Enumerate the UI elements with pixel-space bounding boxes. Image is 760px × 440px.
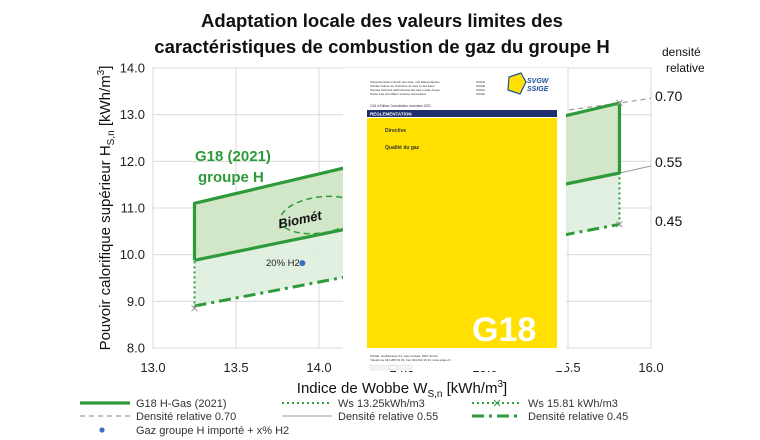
density-title-line2: relative (666, 61, 705, 75)
svgw-logo: SVGW SSIGE (507, 72, 550, 95)
density-label-055: 0.55 (655, 154, 682, 170)
legend: G18 H-Gas (2021) Ws 13.25kWh/m3 Ws 15.81 k… (80, 398, 628, 437)
data-points (191, 99, 623, 312)
legend-label: G18 H-Gas (2021) (136, 398, 226, 410)
density-title-line1: densité (662, 45, 701, 59)
doc-header-line: Société Suisse de l'Industrie du Gaz et … (370, 84, 435, 88)
doc-edition: G18 d Edition Consultation novembre 2021 (370, 104, 431, 108)
doc-header-line: Swiss Gas and Water Industry Association (370, 92, 427, 96)
series-line-4 (619, 165, 651, 174)
y-tick-label: 13.0 (120, 107, 145, 122)
density-label-045: 0.45 (655, 213, 682, 229)
legend-symbol (99, 427, 105, 433)
g18-annotation-line1: G18 (2021) (195, 148, 271, 165)
h2-import-point (299, 260, 306, 267)
legend-label: Gaz groupe H importé + x% H2 (136, 425, 289, 437)
density-label-070: 0.70 (655, 88, 682, 104)
doc-footer: SSIGE, Grütlistrasse 44, case postale, 8… (370, 354, 438, 358)
legend-label: Ws 13.25kWh/m3 (338, 398, 425, 410)
chart-title-line1: Adaptation locale des valeurs limites de… (201, 10, 563, 31)
legend-label: Ws 15.81 kWh/m3 (528, 398, 618, 410)
doc-header-line: Società Svizzera dell'Industria del Gas … (370, 88, 440, 92)
svgw-logo-text: SSIGE (527, 86, 549, 93)
pdf-page-field[interactable] (388, 365, 398, 370)
g18-document-cover: Schweizerischer Verein des Gas- und Wass… (343, 68, 566, 371)
doc-header-line: Schweizerischer Verein des Gas- und Wass… (370, 80, 440, 84)
legend-label: Densité relative 0.70 (136, 411, 236, 423)
x-tick-label: 13.5 (223, 360, 248, 375)
y-tick-label: 11.0 (121, 201, 145, 216)
doc-header-code: SVGW (476, 80, 485, 84)
doc-header-code: SSIGE (476, 84, 485, 88)
y-tick-labels: 8.0 9.0 10.0 11.0 12.0 13.0 14.0 (120, 61, 145, 356)
x-axis-title: Indice de Wobbe WS,n [kWh/m3] (297, 379, 507, 400)
svgw-logo-mark (507, 72, 527, 95)
y-axis-title: Pouvoir calorifique supérieur HS,n [kWh/… (96, 66, 117, 351)
legend-label: Densité relative 0.55 (338, 411, 438, 423)
y-tick-label: 14.0 (120, 61, 145, 76)
x-tick-label: 13.0 (140, 360, 165, 375)
corner-x-marker (616, 99, 623, 107)
g18-annotation-line2: groupe H (198, 169, 264, 186)
h2-point-label: 20% H2 (266, 258, 300, 269)
doc-header-code: SSIGA (476, 88, 485, 92)
doc-type: Directive (385, 128, 406, 134)
doc-band (367, 110, 557, 117)
chart-title-line2: caractéristiques de combustion de gaz du… (154, 36, 609, 57)
pdf-viewer-toolbar (369, 364, 413, 371)
corner-x-marker (191, 304, 198, 312)
series-line-3 (551, 97, 651, 113)
x-tick-label: 16.0 (638, 360, 663, 375)
y-tick-label: 9.0 (127, 294, 145, 309)
doc-band-label: REGLEMENTATION (370, 112, 412, 117)
corner-x-marker (616, 220, 623, 228)
doc-footer: Téléphone 044 288 33 33, Fax 044 202 16 … (370, 358, 451, 362)
y-tick-label: 12.0 (120, 154, 145, 169)
y-tick-label: 8.0 (127, 341, 145, 356)
doc-yellow-panel (367, 118, 557, 348)
y-tick-label: 10.0 (120, 247, 145, 262)
legend-symbol-x (493, 399, 501, 407)
svgw-logo-text: SVGW (527, 78, 550, 85)
doc-header-code: SGWA (476, 92, 485, 96)
x-tick-label: 14.0 (306, 360, 331, 375)
doc-code: G18 (472, 311, 536, 349)
doc-subject: Qualité du gaz (385, 145, 420, 151)
legend-label: Densité relative 0.45 (528, 411, 628, 423)
